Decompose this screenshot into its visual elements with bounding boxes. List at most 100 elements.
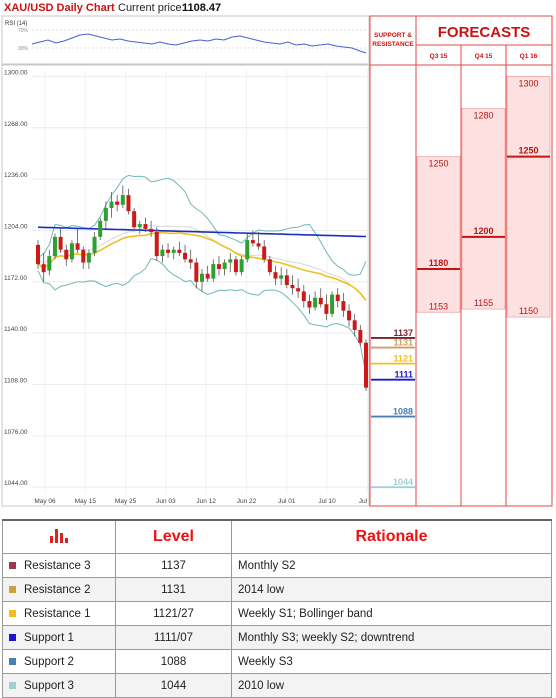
candle-body bbox=[120, 195, 125, 205]
x-tick-label: Jul 01 bbox=[278, 498, 296, 505]
table-row: Resistance 2 1131 2014 low bbox=[2, 577, 552, 602]
level-name: Support 3 bbox=[24, 679, 74, 692]
rsi-tick-30: 30% bbox=[18, 46, 29, 52]
candle-body bbox=[324, 304, 329, 314]
level-name-cell: Support 1 bbox=[2, 625, 116, 650]
price-plot bbox=[1, 64, 370, 507]
candle-body bbox=[211, 264, 216, 279]
y-tick-label: 1268.00 bbox=[4, 121, 28, 128]
table-icon-cell bbox=[2, 519, 116, 554]
candle-body bbox=[250, 240, 255, 244]
y-tick-label: 1204.00 bbox=[4, 223, 28, 230]
candle-body bbox=[358, 329, 363, 343]
sr-level-label: 1121 bbox=[393, 354, 413, 364]
forecast-period-label: Q4 15 bbox=[475, 53, 493, 60]
x-tick-label: May 06 bbox=[34, 498, 56, 505]
sr-level-label: 1131 bbox=[393, 338, 413, 348]
gold-chart: XAU/USD Daily Chart Current price: 1108.… bbox=[1, 2, 553, 507]
rsi-tick-70: 70% bbox=[18, 28, 29, 34]
candle-body bbox=[205, 273, 210, 279]
candle-body bbox=[47, 256, 52, 271]
y-tick-label: 1236.00 bbox=[4, 172, 28, 179]
level-value: 1044 bbox=[115, 673, 232, 698]
forecast-high-label: 1300 bbox=[518, 78, 538, 88]
x-tick-label: Jun 03 bbox=[156, 498, 176, 505]
level-rationale: 2010 low bbox=[231, 673, 552, 698]
rsi-label: RSI (14) bbox=[5, 21, 27, 27]
level-rationale: Monthly S3; weekly S2; downtrend bbox=[231, 625, 552, 650]
table-row: Resistance 1 1121/27 Weekly S1; Bollinger … bbox=[2, 601, 552, 626]
candle-body bbox=[41, 264, 46, 273]
candle-body bbox=[290, 285, 295, 289]
candle-body bbox=[245, 240, 250, 260]
y-tick-label: 1044.00 bbox=[4, 480, 28, 487]
bar-chart-icon bbox=[50, 528, 68, 543]
rationale-header: Rationale bbox=[231, 519, 552, 554]
forecast-mid-label: 1200 bbox=[473, 226, 493, 236]
candle-body bbox=[92, 236, 97, 253]
candle-body bbox=[267, 259, 272, 273]
forecast-period-label: Q3 15 bbox=[430, 53, 448, 60]
candle-body bbox=[296, 288, 301, 292]
candle-body bbox=[228, 259, 233, 263]
candle-body bbox=[132, 211, 137, 228]
sr-level-label: 1137 bbox=[393, 328, 413, 338]
level-name: Resistance 3 bbox=[24, 559, 91, 572]
sr-level-label: 1044 bbox=[393, 477, 413, 487]
moving-average-yellow bbox=[37, 231, 367, 301]
forecast-low-label: 1153 bbox=[429, 301, 448, 311]
level-color-swatch bbox=[9, 561, 16, 569]
sr-title-1: SUPPORT & bbox=[374, 32, 412, 39]
candle-body bbox=[273, 272, 278, 279]
forecast-low-label: 1150 bbox=[519, 306, 538, 316]
forecast-mid-label: 1180 bbox=[429, 258, 449, 268]
candle-body bbox=[279, 275, 284, 279]
x-tick-label: Jun 12 bbox=[196, 498, 216, 505]
x-tick-label: Jun 22 bbox=[237, 498, 257, 505]
sr-level-label: 1088 bbox=[393, 407, 413, 417]
level-rationale: Weekly S3 bbox=[231, 649, 552, 674]
y-tick-label: 1300.00 bbox=[4, 69, 28, 76]
candle-body bbox=[171, 249, 176, 253]
table-row: Support 1 1111/07 Monthly S3; weekly S2; d… bbox=[2, 625, 552, 650]
x-tick-label: May 25 bbox=[115, 498, 137, 505]
candle-body bbox=[69, 243, 74, 260]
candle-body bbox=[256, 243, 261, 247]
forecast-period-label: Q1 16 bbox=[520, 53, 538, 60]
candle-body bbox=[137, 224, 142, 228]
candle-body bbox=[81, 249, 86, 263]
y-tick-label: 1108.00 bbox=[4, 377, 27, 384]
candle-body bbox=[103, 207, 108, 221]
x-tick-label: May 15 bbox=[75, 498, 97, 505]
candle-body bbox=[166, 249, 171, 253]
level-name: Support 2 bbox=[24, 655, 74, 668]
candle-body bbox=[233, 259, 238, 273]
candle-body bbox=[307, 301, 312, 308]
level-name: Resistance 2 bbox=[24, 583, 91, 596]
forecast-range bbox=[416, 156, 461, 313]
candle-body bbox=[154, 232, 159, 257]
level-value: 1121/27 bbox=[115, 601, 232, 626]
rsi-panel bbox=[1, 15, 370, 65]
candle-body bbox=[364, 342, 368, 388]
price-label: Current price: bbox=[118, 2, 185, 14]
sr-level-label: 1111 bbox=[394, 370, 413, 380]
level-name-cell: Support 2 bbox=[2, 649, 116, 674]
table-row: Support 3 1044 2010 low bbox=[2, 673, 552, 698]
candle-body bbox=[115, 201, 120, 205]
forecast-low-label: 1155 bbox=[474, 298, 493, 308]
candle-body bbox=[183, 252, 188, 260]
moving-average-blue bbox=[37, 226, 367, 238]
candle-body bbox=[188, 259, 193, 263]
level-color-swatch bbox=[9, 633, 16, 641]
level-value: 1131 bbox=[115, 577, 232, 602]
level-value: 1111/07 bbox=[115, 625, 232, 650]
candle-body bbox=[109, 201, 114, 208]
levels-table: Level Rationale Resistance 3 1137 Monthly … bbox=[2, 519, 552, 698]
level-rationale: 2014 low bbox=[231, 577, 552, 602]
forecast-range bbox=[461, 108, 506, 310]
candle-body bbox=[318, 297, 323, 305]
candle-body bbox=[347, 310, 352, 321]
candle-body bbox=[52, 236, 57, 257]
level-value: 1137 bbox=[115, 553, 232, 578]
